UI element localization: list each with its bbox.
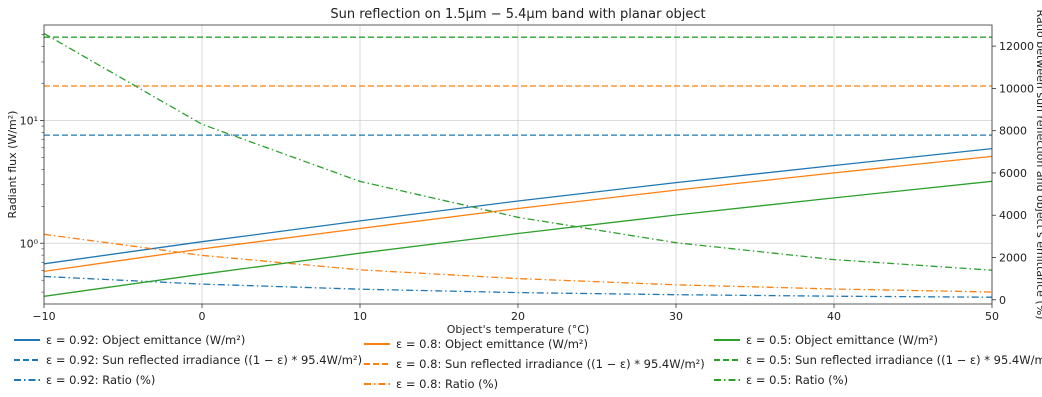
legend-label: ε = 0.8: Sun reflected irradiance ((1 − …: [396, 357, 705, 371]
ticks-layer: −10 0 10 20 30 40 50 10⁰ 10¹ 0 2000 4000 6000 8000 100…: [20, 34, 1034, 323]
x-tick-label: 10: [353, 310, 367, 323]
y-axis-right-label: Ratio between sun reflection and object'…: [1034, 10, 1042, 320]
legend-label: ε = 0.92: Sun reflected irradiance ((1 −…: [46, 353, 362, 367]
x-tick-label: 50: [985, 310, 999, 323]
y-right-tick-label: 12000: [999, 40, 1034, 53]
legend-label: ε = 0.92: Object emittance (W/m²): [46, 333, 245, 347]
y-axis-left-label: Radiant flux (W/m²): [6, 111, 19, 219]
legend: ε = 0.92: Object emittance (W/m²) ε = 0.9…: [14, 333, 1042, 391]
legend-label: ε = 0.5: Ratio (%): [746, 373, 848, 387]
y-right-tick-label: 2000: [999, 252, 1027, 265]
series-line-6: [44, 180, 992, 297]
y-right-tick-label: 6000: [999, 167, 1027, 180]
legend-label: ε = 0.5: Sun reflected irradiance ((1 − …: [746, 353, 1042, 367]
y-right-tick-label: 10000: [999, 82, 1034, 95]
x-tick-label: 30: [669, 310, 683, 323]
x-tick-label: −10: [32, 310, 55, 323]
series-line-2: [44, 275, 992, 298]
legend-label: ε = 0.5: Object emittance (W/m²): [746, 333, 938, 347]
y-left-tick-label: 10⁰: [20, 237, 39, 250]
x-axis-label: Object's temperature (°C): [447, 323, 589, 336]
y-right-tick-label: 4000: [999, 209, 1027, 222]
series-line-0: [44, 147, 992, 265]
x-tick-label: 20: [511, 310, 525, 323]
y-right-tick-label: 8000: [999, 125, 1027, 138]
series-line-3: [44, 155, 992, 273]
series-line-8: [44, 32, 992, 271]
grid-layer: [43, 25, 993, 304]
legend-label: ε = 0.8: Object emittance (W/m²): [396, 337, 588, 351]
y-right-tick-label: 0: [999, 294, 1006, 307]
y-left-tick-label: 10¹: [20, 115, 38, 128]
series-layer: [44, 32, 992, 298]
legend-label: ε = 0.92: Ratio (%): [46, 373, 155, 387]
chart-title: Sun reflection on 1.5μm − 5.4μm band wit…: [330, 7, 705, 22]
x-tick-label: 0: [199, 310, 206, 323]
x-tick-label: 40: [827, 310, 841, 323]
legend-label: ε = 0.8: Ratio (%): [396, 377, 498, 391]
